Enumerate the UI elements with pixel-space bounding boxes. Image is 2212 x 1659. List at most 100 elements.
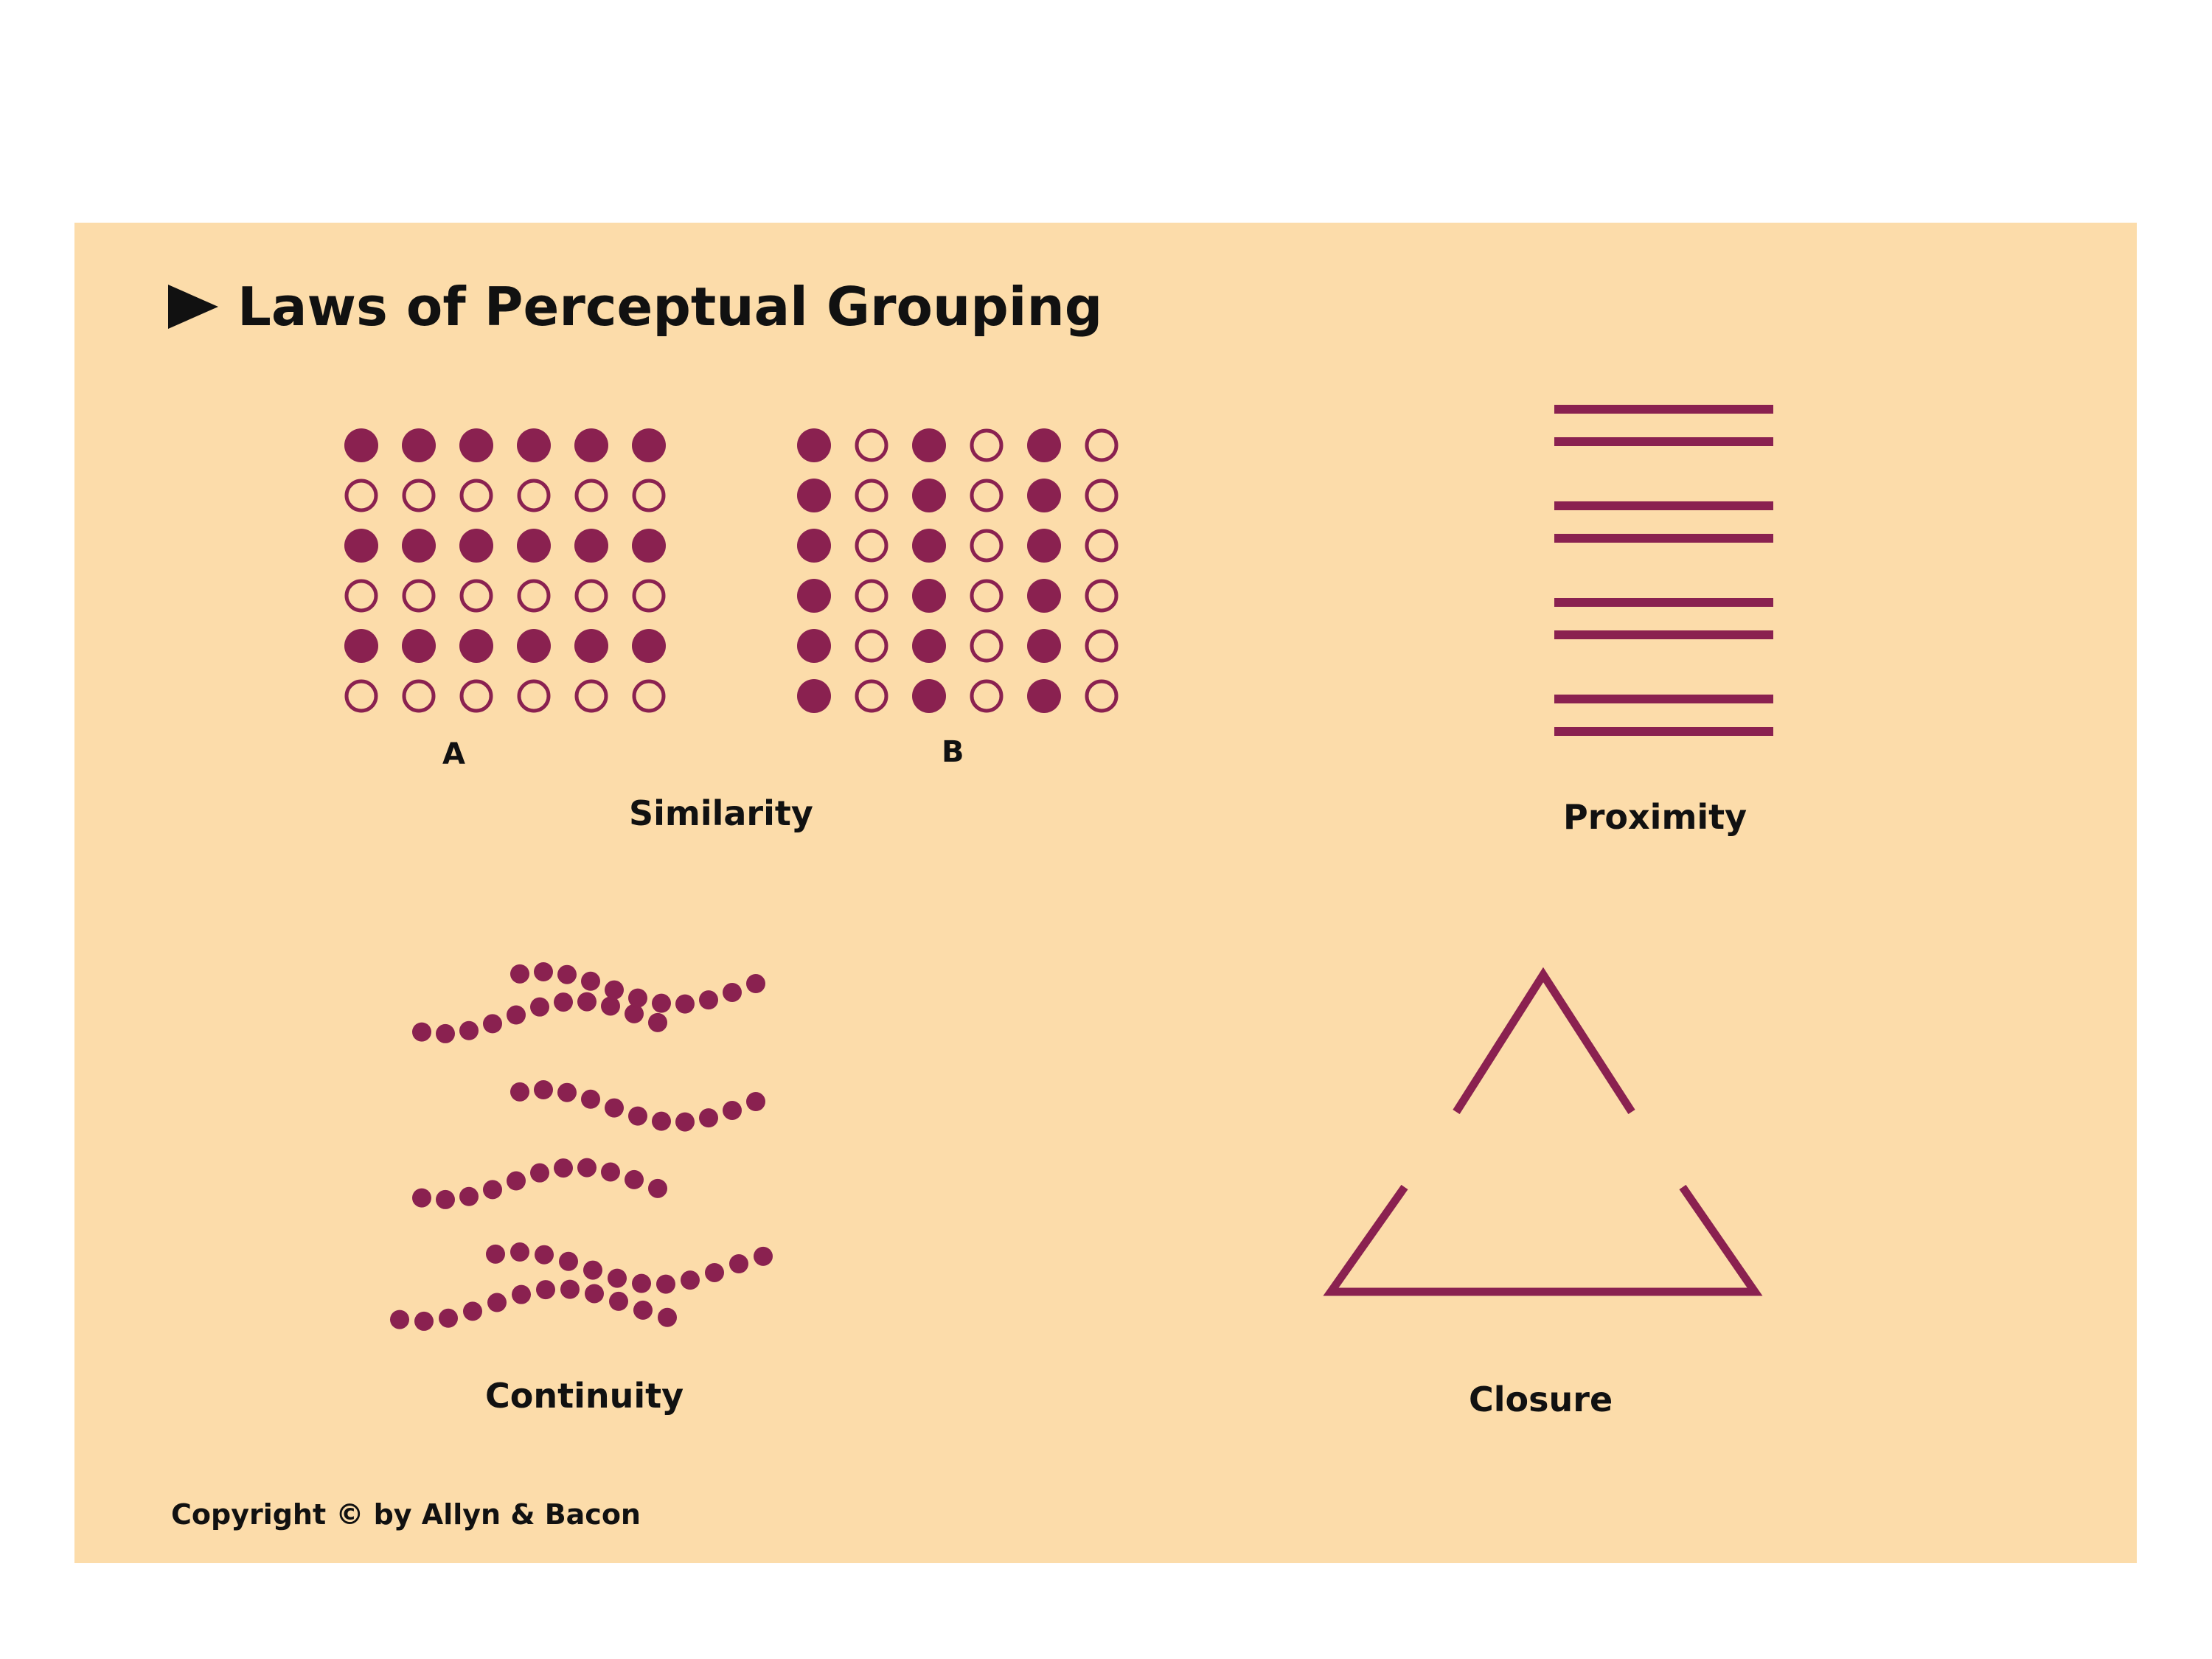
continuity-dot xyxy=(656,1274,675,1294)
filled-dot xyxy=(632,529,666,563)
continuity-dot xyxy=(581,971,600,991)
continuity-dot xyxy=(633,1300,653,1320)
continuity-dot xyxy=(554,992,573,1012)
filled-dot xyxy=(797,479,831,512)
continuity-dot xyxy=(675,994,695,1014)
filled-dot xyxy=(344,529,378,563)
continuity-dot xyxy=(699,1108,718,1128)
open-dot xyxy=(1085,629,1119,663)
filled-dot xyxy=(402,529,436,563)
continuity-dot xyxy=(652,993,671,1013)
open-dot xyxy=(344,579,378,613)
open-dot xyxy=(1085,679,1119,713)
continuity-dot xyxy=(534,962,553,982)
open-dot xyxy=(855,579,888,613)
open-dot xyxy=(1085,529,1119,563)
closure-label: Closure xyxy=(1469,1380,1613,1419)
continuity-dot xyxy=(487,1293,507,1312)
continuity-dot xyxy=(585,1284,604,1304)
continuity-dot xyxy=(436,1189,455,1209)
filled-dot xyxy=(912,579,946,613)
open-dot xyxy=(855,428,888,462)
open-dot xyxy=(632,479,666,512)
continuity-dot xyxy=(483,1014,502,1034)
filled-dot xyxy=(517,529,551,563)
proximity-lines xyxy=(1554,405,1773,736)
filled-dot xyxy=(632,629,666,663)
continuity-dot xyxy=(723,982,742,1002)
open-dot xyxy=(970,579,1004,613)
continuity-dot xyxy=(601,1162,620,1182)
continuity-dot xyxy=(583,1260,602,1280)
continuity-dot xyxy=(412,1188,431,1208)
filled-dot xyxy=(344,629,378,663)
closure-apex xyxy=(1453,967,1635,1114)
open-dot xyxy=(970,529,1004,563)
continuity-dot xyxy=(681,1270,700,1290)
continuity-dot xyxy=(463,1301,482,1321)
filled-dot xyxy=(1027,479,1061,512)
continuity-dot xyxy=(414,1311,434,1331)
continuity-dot xyxy=(609,1291,628,1311)
continuity-dot xyxy=(577,992,597,1012)
continuity-dot xyxy=(557,1082,577,1102)
continuity-dot xyxy=(632,1273,651,1293)
continuity-dot xyxy=(486,1244,505,1264)
continuity-dot xyxy=(507,1171,526,1191)
continuity-dot xyxy=(459,1186,479,1206)
continuity-dot xyxy=(510,1242,529,1262)
continuity-dot xyxy=(483,1180,502,1200)
open-dot xyxy=(970,679,1004,713)
continuity-dot xyxy=(608,1268,627,1288)
similarity-grid-a xyxy=(344,428,666,713)
filled-dot xyxy=(797,579,831,613)
closure-triangle xyxy=(1323,967,1763,1296)
open-dot xyxy=(574,579,608,613)
continuity-dot xyxy=(559,1251,578,1271)
continuity-dot xyxy=(557,964,577,984)
continuity-dot xyxy=(605,980,624,1000)
continuity-dot xyxy=(754,1246,773,1266)
open-dot xyxy=(402,479,436,512)
continuity-dot xyxy=(510,964,529,984)
filled-dot xyxy=(1027,428,1061,462)
continuity-dot xyxy=(628,1106,647,1126)
continuity-dot xyxy=(729,1254,748,1274)
similarity-grid-b xyxy=(797,428,1119,713)
open-dot xyxy=(855,629,888,663)
continuity-dot xyxy=(746,974,765,994)
open-dot xyxy=(402,679,436,713)
filled-dot xyxy=(1027,629,1061,663)
open-dot xyxy=(517,479,551,512)
filled-dot xyxy=(912,629,946,663)
open-dot xyxy=(517,579,551,613)
filled-dot xyxy=(517,629,551,663)
continuity-dot xyxy=(534,1080,553,1100)
open-dot xyxy=(855,529,888,563)
continuity-dot xyxy=(512,1284,531,1304)
filled-dot xyxy=(574,529,608,563)
open-dot xyxy=(344,479,378,512)
filled-dot xyxy=(1027,579,1061,613)
continuity-dot xyxy=(510,1082,529,1102)
open-dot xyxy=(344,679,378,713)
filled-dot xyxy=(797,629,831,663)
closure-base xyxy=(1323,1184,1763,1296)
filled-dot xyxy=(797,428,831,462)
open-dot xyxy=(970,428,1004,462)
continuity-dot xyxy=(675,1112,695,1132)
continuity-dot xyxy=(625,1169,644,1189)
filled-dot xyxy=(574,629,608,663)
filled-dot xyxy=(344,428,378,462)
filled-dot xyxy=(574,428,608,462)
filled-dot xyxy=(459,529,493,563)
right-pointing-triangle-icon xyxy=(168,285,218,329)
filled-dot xyxy=(912,428,946,462)
open-dot xyxy=(632,579,666,613)
open-dot xyxy=(1085,428,1119,462)
filled-dot xyxy=(632,428,666,462)
filled-dot xyxy=(459,629,493,663)
continuity-label: Continuity xyxy=(485,1376,684,1416)
continuity-dot xyxy=(536,1280,555,1300)
filled-dot xyxy=(1027,679,1061,713)
